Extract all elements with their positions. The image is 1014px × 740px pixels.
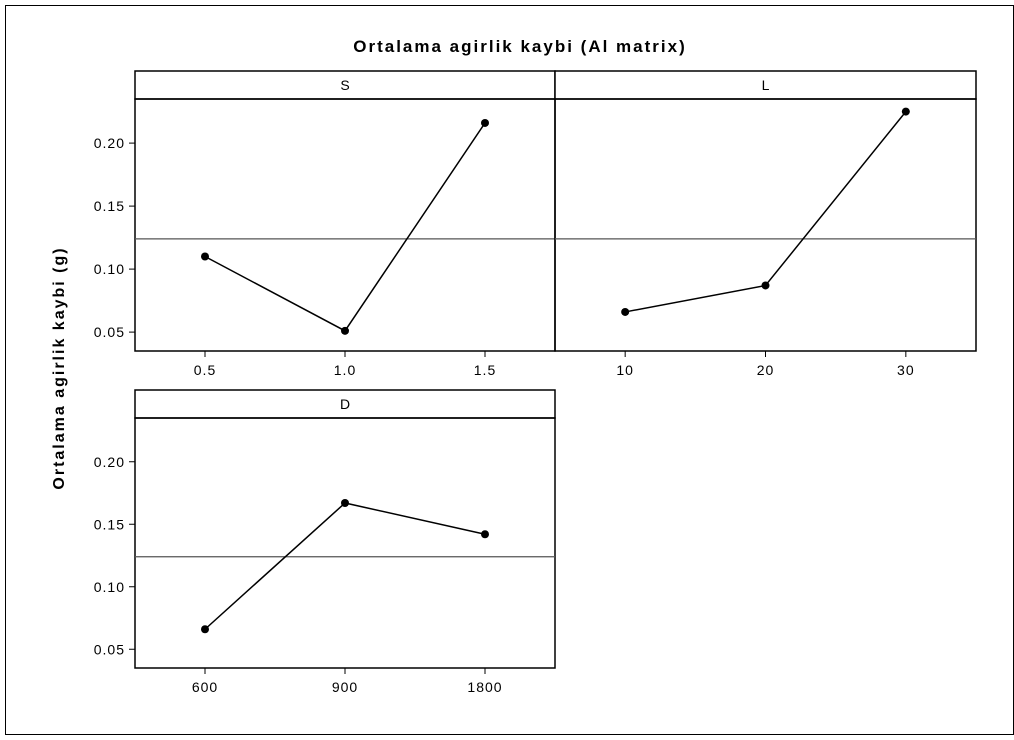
y-tick-label: 0.15 xyxy=(94,516,125,532)
x-tick-label: 1800 xyxy=(467,679,502,695)
panel-d-data-point xyxy=(201,625,209,634)
chart-title: Ortalama agirlik kaybi (Al matrix) xyxy=(353,37,687,56)
y-tick-label: 0.10 xyxy=(94,579,125,595)
y-tick-label: 0.05 xyxy=(94,324,125,340)
x-tick-label: 30 xyxy=(897,362,915,378)
panel-s-data-point xyxy=(341,326,349,335)
y-tick-label: 0.05 xyxy=(94,641,125,657)
y-tick-label: 0.15 xyxy=(94,198,125,214)
panel-s-data-point xyxy=(201,252,209,261)
panel-d-strip xyxy=(134,389,556,419)
panel-s-plot-frame xyxy=(134,98,556,352)
panel-l-data-point xyxy=(901,107,910,116)
panel-s-strip xyxy=(134,70,556,100)
x-tick-label: 1.5 xyxy=(474,362,496,378)
panel-d-strip-label: D xyxy=(340,396,350,412)
panel-d-data-point xyxy=(481,530,489,539)
x-tick-label: 900 xyxy=(332,679,358,695)
x-tick-label: 20 xyxy=(757,362,775,378)
y-tick-label: 0.20 xyxy=(94,454,125,470)
panel-l-strip-label: L xyxy=(762,77,770,93)
panel-l-data-point xyxy=(761,281,770,290)
y-axis-label: Ortalama agirlik kaybi (g) xyxy=(51,246,68,489)
y-tick-label: 0.10 xyxy=(94,261,125,277)
panel-d-series-line xyxy=(204,502,486,630)
panel-s-series-line xyxy=(204,122,486,332)
panel-l-plot-frame xyxy=(554,98,977,352)
panel-d-plot-frame xyxy=(134,417,556,669)
panel-s-data-point xyxy=(481,118,489,127)
x-tick-label: 10 xyxy=(616,362,634,378)
panels: S 0.05 0.10 0.15 0.20 0.5 1.0 1.5 L 10 20 30 D 0.05 0.… xyxy=(94,70,977,695)
x-tick-label: 1.0 xyxy=(334,362,356,378)
x-tick-label: 600 xyxy=(192,679,218,695)
y-tick-label: 0.20 xyxy=(94,135,125,151)
panel-d-data-point xyxy=(341,499,349,507)
x-tick-label: 0.5 xyxy=(194,362,216,378)
outer-frame xyxy=(5,5,1014,735)
panel-l-data-point xyxy=(621,307,630,316)
panel-s-strip-label: S xyxy=(340,77,349,93)
